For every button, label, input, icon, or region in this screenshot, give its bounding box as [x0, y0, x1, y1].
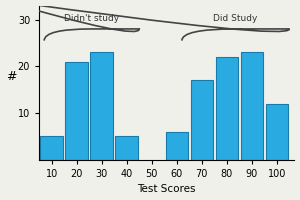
Bar — [91, 52, 113, 160]
Bar — [241, 52, 263, 160]
Bar — [116, 136, 138, 160]
Bar — [40, 136, 63, 160]
Y-axis label: #: # — [6, 70, 16, 83]
Bar — [216, 57, 238, 160]
Bar — [166, 132, 188, 160]
Bar — [266, 104, 288, 160]
Bar — [190, 80, 213, 160]
X-axis label: Test Scores: Test Scores — [137, 184, 196, 194]
Text: Did Study: Did Study — [213, 14, 258, 23]
Bar — [65, 62, 88, 160]
Text: Didn't study: Didn't study — [64, 14, 119, 23]
